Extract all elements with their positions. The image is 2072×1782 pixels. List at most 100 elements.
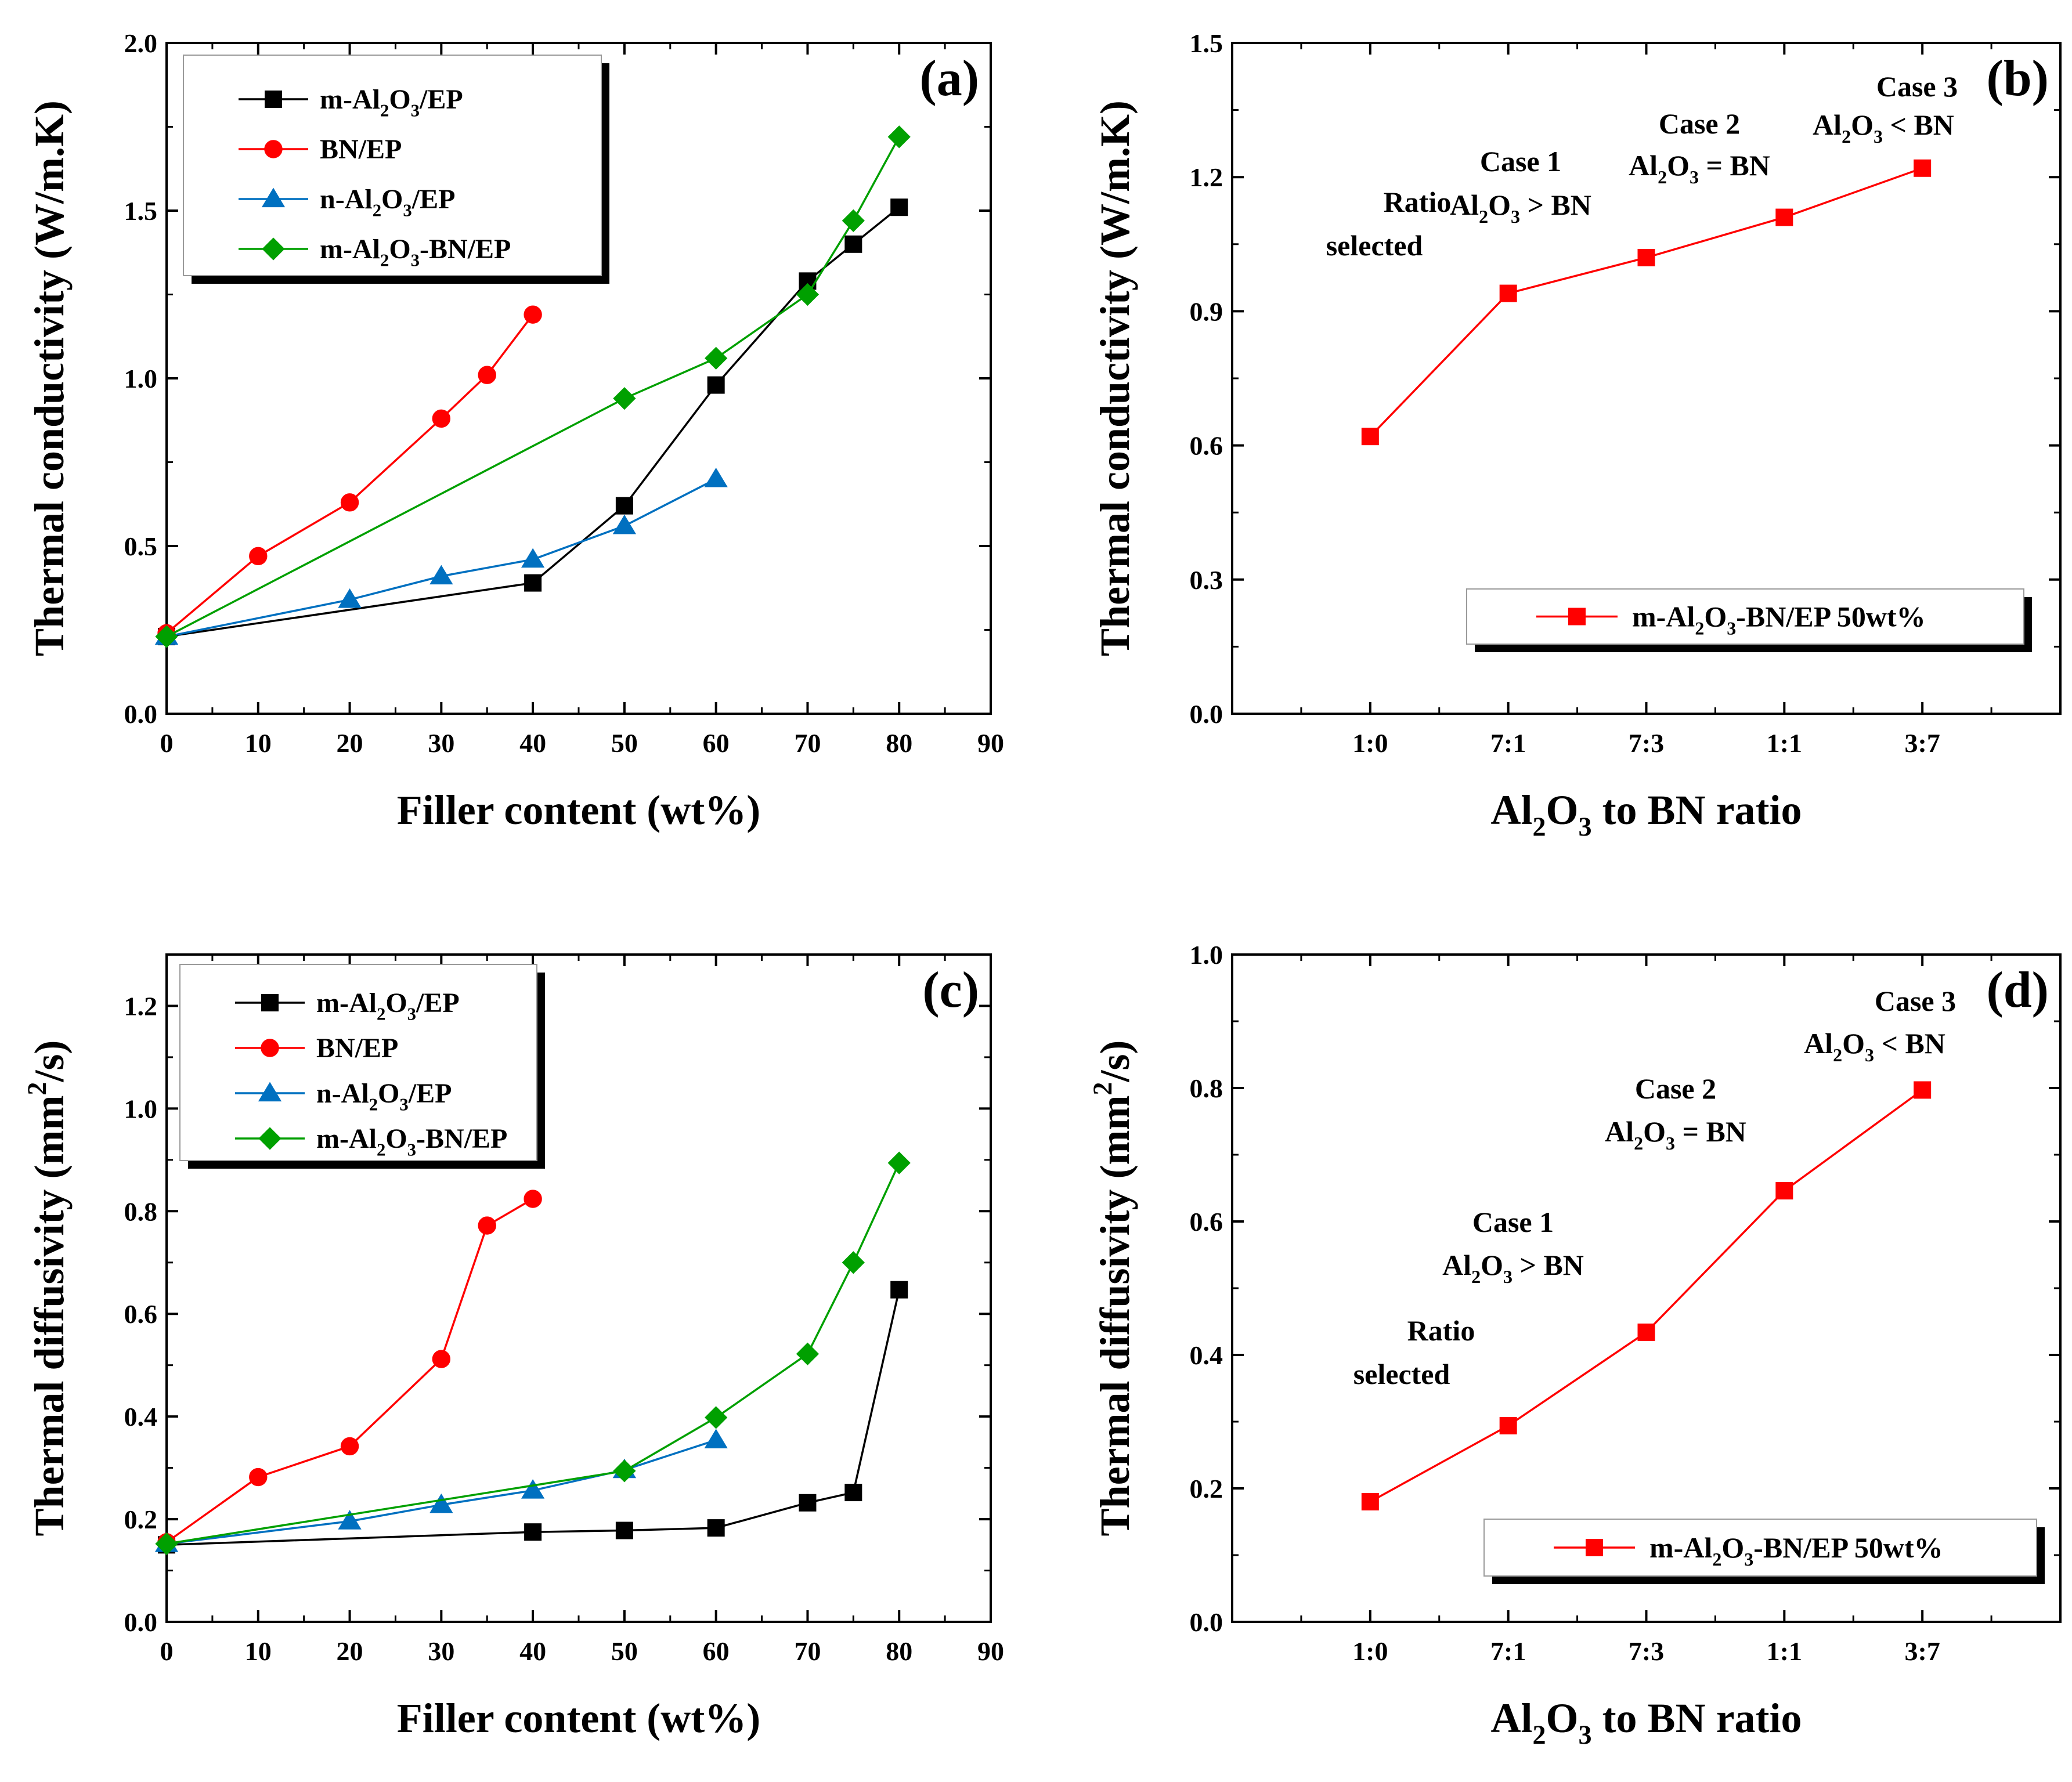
- x-tick-label: 0: [160, 728, 174, 758]
- panel-label: (c): [922, 962, 979, 1018]
- data-point: [429, 1493, 453, 1513]
- legend-label: m-Al2O3/EP: [316, 988, 460, 1024]
- y-tick-label: 2.0: [124, 28, 158, 58]
- legend-label: m-Al2O3-BN/EP 50wt%: [1649, 1531, 1943, 1570]
- y-tick-label: 0.5: [124, 532, 158, 561]
- x-tick-label: 10: [245, 1636, 272, 1666]
- y-tick-label: 0.2: [124, 1505, 158, 1534]
- data-point: [842, 209, 865, 232]
- x-tick-label: 1:1: [1767, 1636, 1802, 1666]
- x-tick-label: 3:7: [1905, 728, 1940, 758]
- y-tick-label: 1.0: [124, 1094, 158, 1123]
- x-tick-label: 0: [160, 1636, 174, 1666]
- data-point: [524, 305, 542, 324]
- series-line-3: [166, 1162, 900, 1545]
- panel-label: (b): [1986, 50, 2049, 107]
- data-point: [796, 1342, 820, 1365]
- x-tick-label: 7:3: [1629, 728, 1664, 758]
- y-tick-label: 0.0: [124, 1607, 158, 1637]
- chart-panel-a: 0.0 0.5 1.0 1.5 2.0 0 10 20 30 40 50 60 70 80 90 Filler…: [26, 28, 1004, 833]
- data-point: [1361, 1493, 1379, 1510]
- data-point: [478, 366, 496, 384]
- data-point: [1914, 1081, 1932, 1099]
- annotation-text: selected: [1326, 229, 1423, 262]
- data-point: [432, 1350, 451, 1368]
- x-tick-label: 70: [794, 1636, 821, 1666]
- x-tick-label: 90: [977, 1636, 1004, 1666]
- x-tick-label: 7:3: [1629, 1636, 1664, 1666]
- data-point: [1499, 1416, 1517, 1434]
- data-point: [707, 376, 725, 394]
- y-tick-label: 0.4: [1190, 1340, 1223, 1370]
- legend-marker: [265, 91, 282, 108]
- data-point: [799, 1494, 817, 1512]
- panel-label: (d): [1986, 962, 2049, 1018]
- data-point: [521, 1479, 545, 1499]
- y-axis-label: Thermal diffusivity (mm2/s): [1088, 1040, 1138, 1537]
- data-point: [707, 1519, 725, 1537]
- annotation-text: selected: [1353, 1358, 1450, 1390]
- series-line-2: [166, 1439, 717, 1545]
- x-tick-label: 10: [245, 728, 272, 758]
- x-tick-label: 60: [703, 728, 730, 758]
- x-tick-label: 70: [794, 728, 821, 758]
- x-tick-label: 50: [611, 1636, 638, 1666]
- annotation-text: Ratio: [1384, 186, 1452, 218]
- series-line-0: [1369, 1089, 1923, 1503]
- x-tick-label: 40: [519, 1636, 546, 1666]
- y-tick-label: 0.6: [1190, 1207, 1223, 1237]
- data-point: [340, 493, 359, 512]
- legend-marker: [1586, 1539, 1603, 1556]
- legend-marker: [261, 994, 279, 1011]
- legend-label: BN/EP: [316, 1033, 398, 1064]
- legend-label: m-Al2O3/EP: [320, 84, 463, 120]
- annotation-text: Case 2: [1635, 1072, 1716, 1105]
- series-line-1: [165, 1198, 533, 1544]
- x-tick-label: 80: [886, 1636, 912, 1666]
- legend-marker: [1568, 608, 1586, 626]
- data-point: [338, 588, 362, 608]
- legend-box: [183, 55, 602, 276]
- x-tick-label: 1:0: [1352, 728, 1388, 758]
- data-point: [249, 1467, 268, 1487]
- series-line-2: [166, 478, 717, 638]
- x-axis-label: Al2O3 to BN ratio: [1490, 787, 1802, 841]
- legend-label: BN/EP: [320, 134, 402, 165]
- y-axis-label: Thermal conductivity (W/m.K): [1092, 100, 1138, 656]
- data-point: [524, 574, 542, 592]
- data-point: [890, 1281, 908, 1299]
- legend: m-Al2O3-BN/EP 50wt%: [1466, 588, 2032, 652]
- data-point: [1637, 248, 1655, 266]
- data-point: [249, 547, 268, 566]
- data-point: [155, 625, 178, 648]
- x-tick-label: 7:1: [1490, 728, 1526, 758]
- y-tick-label: 1.5: [1190, 28, 1223, 58]
- data-point: [1775, 1182, 1793, 1200]
- legend-marker: [261, 187, 286, 208]
- x-axis-label: Filler content (wt%): [397, 787, 760, 833]
- x-axis-label: Filler content (wt%): [397, 1695, 760, 1741]
- y-tick-label: 0.8: [124, 1197, 158, 1226]
- annotation-text: Al2O3 = BN: [1605, 1115, 1746, 1154]
- panel-label: (a): [919, 50, 979, 107]
- data-point: [887, 125, 911, 149]
- annotation-text: Al2O3 < BN: [1804, 1027, 1945, 1065]
- data-point: [887, 1151, 911, 1174]
- series-line-0: [166, 1289, 900, 1546]
- legend-marker: [258, 1082, 282, 1102]
- data-point: [844, 235, 862, 253]
- y-tick-label: 0.2: [1190, 1474, 1223, 1503]
- x-tick-label: 90: [977, 728, 1004, 758]
- series-line-1: [165, 314, 534, 634]
- data-point: [521, 548, 545, 568]
- legend-marker: [261, 1039, 279, 1057]
- data-point: [1775, 208, 1793, 226]
- y-tick-label: 0.0: [1190, 699, 1223, 729]
- y-tick-label: 1.0: [124, 364, 158, 393]
- x-tick-label: 30: [428, 1636, 454, 1666]
- annotation-text: Case 2: [1659, 107, 1740, 140]
- x-tick-label: 60: [703, 1636, 730, 1666]
- data-point: [704, 467, 728, 487]
- data-point: [1361, 428, 1379, 446]
